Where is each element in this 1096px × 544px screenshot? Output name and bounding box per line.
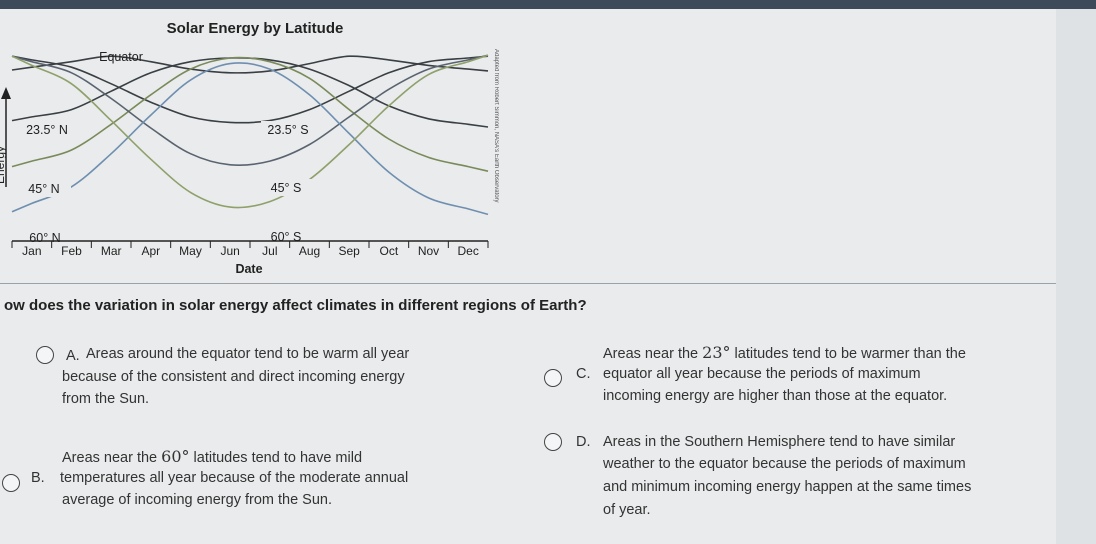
series-label-equator: Equator <box>99 50 143 64</box>
series-line-n23 <box>11 57 489 128</box>
x-tick-label-jun: Jun <box>220 244 239 258</box>
option-b-radio[interactable] <box>2 474 20 492</box>
option-a-line-3[interactable]: from the Sun. <box>62 391 150 407</box>
option-c-radio[interactable] <box>544 369 562 387</box>
series-line-s23 <box>11 55 489 124</box>
series-line-n60 <box>11 62 489 216</box>
series-label-bg-n23 <box>20 121 74 138</box>
x-tick-label-nov: Nov <box>418 244 439 258</box>
series-label-bg-n60 <box>18 229 72 246</box>
option-b-line-1-post: latitudes tend to have mild <box>189 450 363 466</box>
series-label-s23: 23.5° S <box>267 123 308 137</box>
series-label-bg-s45 <box>259 179 313 196</box>
option-b-line-1-pre: Areas near the <box>62 450 162 466</box>
option-b-line-1[interactable]: Areas near the 60° latitudes tend to hav… <box>62 447 362 466</box>
x-tick-label-jul: Jul <box>262 244 277 258</box>
option-c-letter: C. <box>576 366 591 382</box>
solar-energy-chart: Solar Energy by Latitude Energy Equator 23.… <box>0 9 500 283</box>
y-axis-label: Energy <box>0 146 7 184</box>
divider <box>0 283 1056 284</box>
option-a-line-2[interactable]: because of the consistent and direct inc… <box>62 369 405 385</box>
chart-title: Solar Energy by Latitude <box>167 20 344 37</box>
y-axis-arrowhead <box>1 87 11 99</box>
option-d-radio[interactable] <box>544 433 562 451</box>
x-axis-label: Date <box>235 262 262 276</box>
option-b-line-2[interactable]: temperatures all year because of the mod… <box>60 470 409 486</box>
x-tick-label-may: May <box>179 244 202 258</box>
option-d-letter: D. <box>576 434 591 450</box>
series-label-n45: 45° N <box>28 182 59 196</box>
x-tick-label-dec: Dec <box>457 244 478 258</box>
series-line-equator <box>11 55 489 74</box>
series-label-n23: 23.5° N <box>26 123 68 137</box>
series-label-n60: 60° N <box>29 231 60 245</box>
series-line-n45 <box>11 56 489 172</box>
option-d-line-3[interactable]: and minimum incoming energy happen at th… <box>603 479 972 495</box>
x-tick-label-jan: Jan <box>22 244 41 258</box>
series-label-bg-s23 <box>261 121 315 138</box>
option-c-line-2[interactable]: equator all year because the periods of … <box>603 366 921 382</box>
x-tick-label-mar: Mar <box>101 244 122 258</box>
series-label-s60: 60° S <box>271 230 302 244</box>
series-label-s45: 45° S <box>271 181 302 195</box>
option-d-line-1[interactable]: Areas in the Southern Hemisphere tend to… <box>603 434 956 450</box>
x-tick-label-feb: Feb <box>61 244 82 258</box>
option-c-line-1[interactable]: Areas near the 23° latitudes tend to be … <box>603 343 966 362</box>
option-b-latitude: 60° <box>161 447 190 466</box>
question-text: ow does the variation in solar energy af… <box>4 297 587 314</box>
top-bar <box>0 0 1096 9</box>
option-d-line-2[interactable]: weather to the equator because the perio… <box>603 456 966 472</box>
series-label-bg-n45 <box>17 180 71 197</box>
option-a-letter: A. <box>66 348 80 364</box>
x-tick-label-apr: Apr <box>141 244 160 258</box>
x-tick-label-oct: Oct <box>379 244 398 258</box>
series-line-s60 <box>11 54 489 209</box>
option-c-latitude: 23° <box>702 343 731 362</box>
x-tick-label-aug: Aug <box>299 244 320 258</box>
chart-credit: Adapted from Robert Simmon, NASA's Earth… <box>493 49 499 203</box>
option-b-line-3[interactable]: average of incoming energy from the Sun. <box>62 492 333 508</box>
chart-svg: Solar Energy by Latitude Energy Equator 23.… <box>0 20 489 276</box>
option-c-line-1-post: latitudes tend to be warmer than the <box>730 346 966 362</box>
option-b-letter: B. <box>31 470 45 486</box>
option-a-line-1[interactable]: Areas around the equator tend to be warm… <box>86 346 410 362</box>
series-line-s45 <box>11 54 489 167</box>
option-c-line-1-pre: Areas near the <box>603 346 703 362</box>
page-edge <box>1056 9 1096 544</box>
option-c-line-3[interactable]: incoming energy are higher than those at… <box>603 388 948 404</box>
option-a-radio[interactable] <box>36 346 54 364</box>
x-tick-label-sep: Sep <box>338 244 360 258</box>
option-d-line-4[interactable]: of year. <box>603 502 651 518</box>
